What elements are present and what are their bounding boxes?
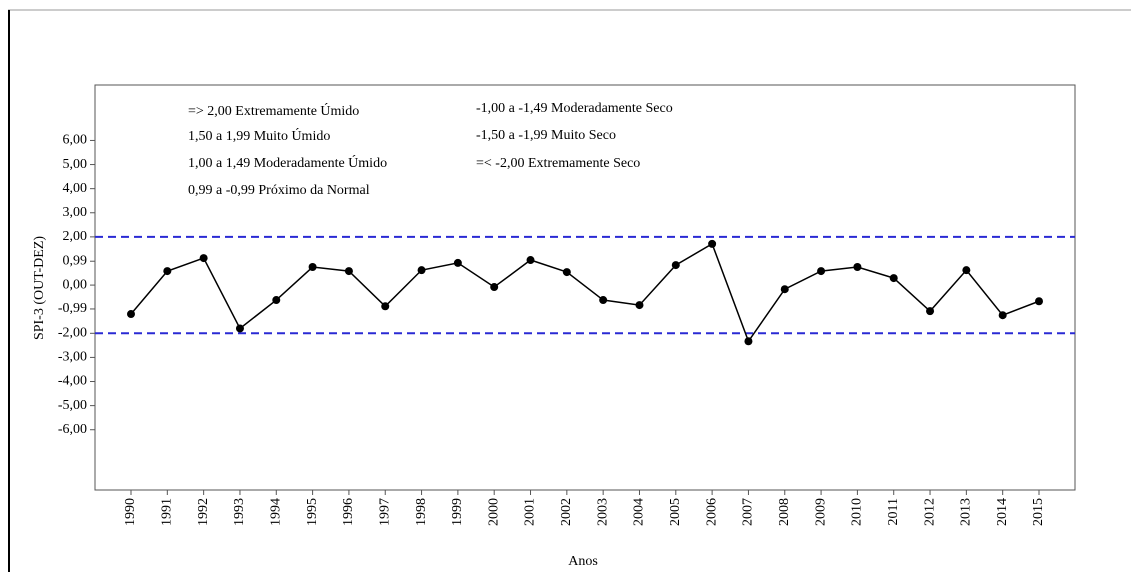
x-tick-label: 2002 [559, 498, 574, 526]
x-tick-label: 1992 [196, 498, 211, 526]
data-point [599, 296, 608, 305]
data-point [635, 301, 644, 310]
data-point [708, 239, 717, 248]
x-tick-label: 1998 [414, 498, 429, 526]
y-axis-label: SPI-3 (OUT-DEZ) [32, 236, 47, 340]
y-tick-label: 6,00 [63, 133, 88, 148]
y-tick-label: -3,00 [58, 350, 87, 365]
x-tick-label: 2011 [886, 498, 901, 525]
data-point [926, 307, 935, 316]
x-tick-label: 2006 [704, 498, 719, 526]
x-axis-label: Anos [568, 554, 598, 569]
x-tick-label: 1999 [450, 498, 465, 526]
x-tick-label: 2014 [995, 498, 1010, 526]
data-point [562, 268, 571, 277]
y-tick-label: 3,00 [63, 205, 88, 220]
x-tick-label: 2012 [922, 498, 937, 526]
x-tick-label: 2003 [595, 498, 610, 526]
data-point [526, 256, 535, 265]
x-tick-label: 1993 [232, 498, 247, 526]
plot-area [94, 84, 1076, 491]
annotation: 1,00 a 1,49 Moderadamente Úmido [188, 154, 387, 171]
x-tick-label: 1996 [341, 498, 356, 526]
data-point [490, 283, 499, 292]
data-point [780, 285, 789, 294]
data-point [962, 266, 971, 275]
data-point [163, 267, 172, 276]
data-point [998, 311, 1007, 320]
data-point [889, 274, 898, 283]
data-point [308, 263, 317, 272]
data-point [817, 267, 826, 276]
y-tick-label: -2,00 [58, 326, 87, 341]
data-point [671, 261, 680, 270]
data-point [381, 302, 390, 311]
y-tick-label: -4,00 [58, 374, 87, 389]
annotation: =< -2,00 Extremamente Seco [476, 156, 640, 171]
annotation: => 2,00 Extremamente Úmido [188, 102, 359, 119]
x-tick-label: 2013 [959, 498, 974, 526]
data-point [235, 324, 244, 333]
x-tick-label: 2004 [632, 498, 647, 526]
data-point [417, 266, 426, 275]
y-tick-label: 0,00 [63, 277, 88, 292]
x-tick-label: 2015 [1031, 498, 1046, 526]
x-tick-label: 1990 [123, 498, 138, 526]
y-tick-label: 0,99 [63, 253, 88, 268]
data-point [199, 254, 208, 263]
annotation: 0,99 a -0,99 Próximo da Normal [188, 183, 370, 198]
data-point [344, 267, 353, 276]
x-tick-label: 1994 [268, 498, 283, 526]
x-tick-label: 2005 [668, 498, 683, 526]
annotation: -1,50 a -1,99 Muito Seco [476, 128, 616, 143]
x-tick-label: 2008 [777, 498, 792, 526]
x-tick-label: 2009 [813, 498, 828, 526]
x-tick-label: 1991 [160, 498, 175, 526]
x-tick-label: 2001 [523, 498, 538, 526]
series-line [130, 242, 1040, 343]
x-tick-label: 1997 [377, 498, 392, 526]
y-tick-label: 2,00 [63, 229, 88, 244]
data-point [744, 337, 753, 346]
y-tick-label: 4,00 [63, 181, 88, 196]
x-tick-label: 2010 [850, 498, 865, 526]
x-tick-label: 2000 [486, 498, 501, 526]
y-tick-label: -6,00 [58, 422, 87, 437]
y-tick-label: -0,99 [58, 301, 87, 316]
x-tick-label: 2007 [741, 498, 756, 526]
data-point [272, 296, 281, 305]
annotation: -1,00 a -1,49 Moderadamente Seco [476, 101, 673, 116]
data-point [453, 258, 462, 267]
x-tick-label: 1995 [305, 498, 320, 526]
data-point [127, 310, 135, 319]
annotation: 1,50 a 1,99 Muito Úmido [188, 127, 330, 144]
data-point [1035, 297, 1043, 306]
data-point [853, 263, 862, 272]
y-tick-label: -5,00 [58, 398, 87, 413]
y-tick-label: 5,00 [63, 157, 88, 172]
